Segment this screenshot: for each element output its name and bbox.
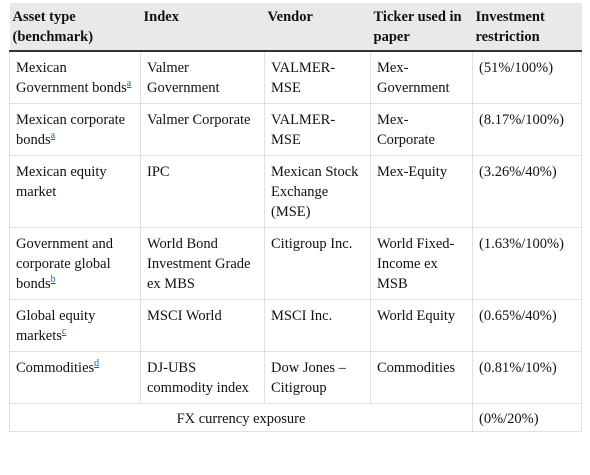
asset-type-cell: Global equity marketsc xyxy=(9,299,141,352)
ticker-cell: Mex-Government xyxy=(370,51,473,104)
index-cell: Valmer Government xyxy=(140,51,265,104)
restriction-cell: (0.81%/10%) xyxy=(472,351,582,404)
footnote-link[interactable]: c xyxy=(61,326,67,338)
table-row: Mexican corporate bondsa Valmer Corporat… xyxy=(9,103,582,156)
investment-restrictions-table: Asset type (benchmark) Index Vendor Tick… xyxy=(9,3,582,432)
asset-type-cell: Mexican Government bondsa xyxy=(9,51,141,104)
table-row: Mexican Government bondsa Valmer Governm… xyxy=(9,51,582,104)
ticker-cell: Mex-Equity xyxy=(370,155,473,228)
restriction-cell: (51%/100%) xyxy=(472,51,582,104)
footnote-link[interactable]: a xyxy=(126,78,132,90)
index-cell: MSCI World xyxy=(140,299,265,352)
table-row-fx: FX currency exposure (0%/20%) xyxy=(9,403,582,432)
header-row: Asset type (benchmark) Index Vendor Tick… xyxy=(9,3,582,52)
index-cell: DJ-UBS commodity index xyxy=(140,351,265,404)
vendor-cell: VALMER-MSE xyxy=(264,51,371,104)
header-asset-type: Asset type (benchmark) xyxy=(9,3,141,52)
asset-type-text: Mexican Government bonds xyxy=(16,60,127,96)
table-row: Commoditiesd DJ-UBS commodity index Dow … xyxy=(9,351,582,404)
header-ticker: Ticker used in paper xyxy=(370,3,473,52)
asset-type-cell: Mexican equity market xyxy=(9,155,141,228)
restriction-cell: (1.63%/100%) xyxy=(472,227,582,300)
table-row: Government and corporate global bondsb W… xyxy=(9,227,582,300)
asset-type-text: Mexican corporate bonds xyxy=(16,112,126,148)
ticker-cell: World Fixed-Income ex MSB xyxy=(370,227,473,300)
header-vendor: Vendor xyxy=(264,3,371,52)
footnote-marker: a xyxy=(51,130,55,141)
footnote-marker: b xyxy=(51,274,56,285)
table-header: Asset type (benchmark) Index Vendor Tick… xyxy=(9,3,582,52)
ticker-cell: World Equity xyxy=(370,299,473,352)
index-cell: IPC xyxy=(140,155,265,228)
restriction-cell: (0%/20%) xyxy=(472,403,582,432)
footnote-marker: c xyxy=(62,326,66,337)
index-cell: World Bond Investment Grade ex MBS xyxy=(140,227,265,300)
header-index: Index xyxy=(140,3,265,52)
table-row: Mexican equity market IPC Mexican Stock … xyxy=(9,155,582,228)
footnote-link[interactable]: a xyxy=(50,130,56,142)
vendor-cell: Citigroup Inc. xyxy=(264,227,371,300)
vendor-cell: Mexican Stock Exchange (MSE) xyxy=(264,155,371,228)
vendor-cell: MSCI Inc. xyxy=(264,299,371,352)
fx-exposure-label: FX currency exposure xyxy=(9,403,473,432)
restriction-cell: (0.65%/40%) xyxy=(472,299,582,352)
index-cell: Valmer Corporate xyxy=(140,103,265,156)
asset-type-cell: Government and corporate global bondsb xyxy=(9,227,141,300)
ticker-cell: Mex-Corporate xyxy=(370,103,473,156)
asset-type-cell: Commoditiesd xyxy=(9,351,141,404)
asset-type-cell: Mexican corporate bondsa xyxy=(9,103,141,156)
footnote-link[interactable]: b xyxy=(50,274,56,286)
table-body: Mexican Government bondsa Valmer Governm… xyxy=(9,51,582,432)
footnote-marker: a xyxy=(127,78,131,89)
vendor-cell: VALMER-MSE xyxy=(264,103,371,156)
footnote-marker: d xyxy=(94,358,99,369)
footnote-link[interactable]: d xyxy=(94,358,100,370)
table-container: Asset type (benchmark) Index Vendor Tick… xyxy=(9,3,582,432)
vendor-cell: Dow Jones – Citigroup xyxy=(264,351,371,404)
table-row: Global equity marketsc MSCI World MSCI I… xyxy=(9,299,582,352)
ticker-cell: Commodities xyxy=(370,351,473,404)
header-investment-restriction: Investment restriction xyxy=(472,3,582,52)
asset-type-text: Government and corporate global bonds xyxy=(16,236,114,292)
restriction-cell: (3.26%/40%) xyxy=(472,155,582,228)
restriction-cell: (8.17%/100%) xyxy=(472,103,582,156)
asset-type-text: Commodities xyxy=(16,360,95,376)
asset-type-text: Global equity markets xyxy=(16,308,96,344)
